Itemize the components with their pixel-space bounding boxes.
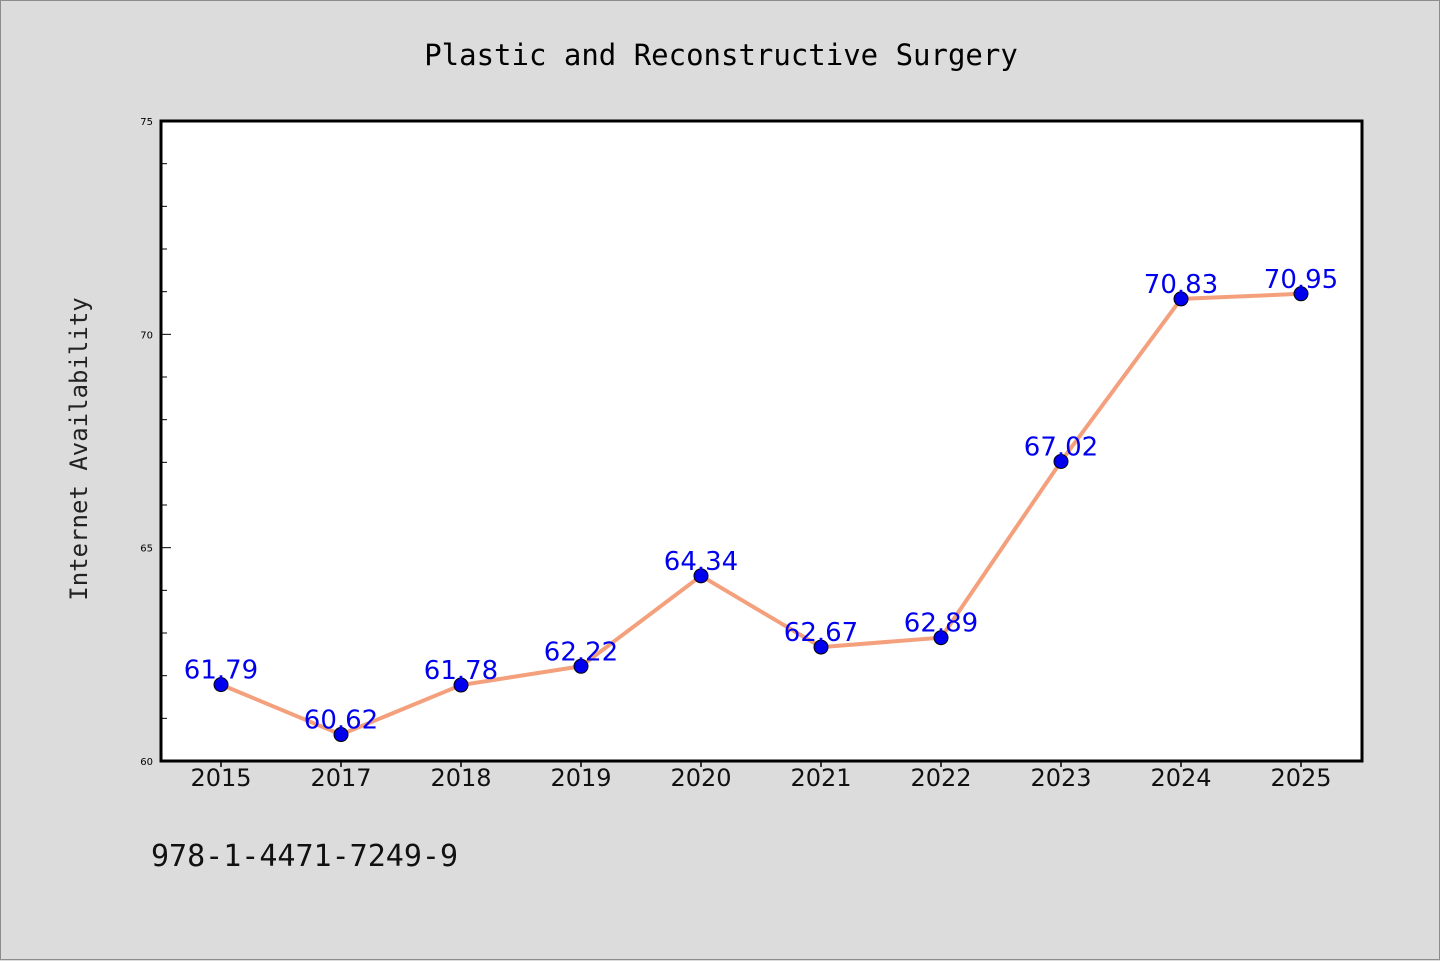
x-tick-label: 2022 <box>910 764 971 792</box>
data-label: 61.79 <box>184 656 258 686</box>
x-tick-label: 2018 <box>430 764 491 792</box>
chart-title: Plastic and Reconstructive Surgery <box>424 38 1018 72</box>
data-label: 62.22 <box>544 637 618 667</box>
isbn-footer: 978-1-4471-7249-9 <box>151 839 458 874</box>
data-point <box>573 658 589 674</box>
data-point <box>213 677 229 693</box>
data-label: 61.78 <box>424 656 498 686</box>
data-point <box>693 568 709 584</box>
plot-frame <box>159 119 1364 763</box>
axis-ticks: 60 65 70 75 2015 2017 2018 2019 2020 2021 2022 2023… <box>140 117 1331 792</box>
data-label: 64.34 <box>664 547 738 577</box>
data-label: 70.95 <box>1264 265 1338 295</box>
data-label: 70.83 <box>1144 270 1218 300</box>
x-tick-label: 2020 <box>670 764 731 792</box>
data-point <box>1053 453 1069 469</box>
data-point <box>1173 291 1189 307</box>
data-point <box>333 727 349 743</box>
data-label: 62.89 <box>904 609 978 639</box>
data-labels: 61.79 60.62 61.78 62.22 64.34 62.67 62.89 67.02… <box>184 265 1338 736</box>
series-line <box>219 291 1303 737</box>
y-tick-label: 75 <box>140 117 153 128</box>
x-tick-label: 2021 <box>790 764 851 792</box>
x-tick-label: 2024 <box>1150 764 1211 792</box>
data-point <box>933 630 949 646</box>
plot-area <box>161 121 1362 761</box>
x-tick-label: 2023 <box>1030 764 1091 792</box>
data-point <box>813 639 829 655</box>
data-label: 62.67 <box>784 618 858 648</box>
data-points <box>213 286 1309 743</box>
x-tick-label: 2019 <box>550 764 611 792</box>
data-point <box>1293 286 1309 302</box>
y-tick-label: 60 <box>140 757 153 768</box>
x-tick-label: 2017 <box>310 764 371 792</box>
data-label: 67.02 <box>1024 432 1098 462</box>
x-tick-label: 2015 <box>190 764 251 792</box>
data-label: 60.62 <box>304 706 378 736</box>
data-point <box>453 677 469 693</box>
y-tick-label: 70 <box>140 330 153 341</box>
x-tick-label: 2025 <box>1270 764 1331 792</box>
series-line-group <box>219 291 1303 737</box>
y-tick-label: 65 <box>140 544 153 555</box>
y-axis-label: Internet Availability <box>65 297 93 600</box>
